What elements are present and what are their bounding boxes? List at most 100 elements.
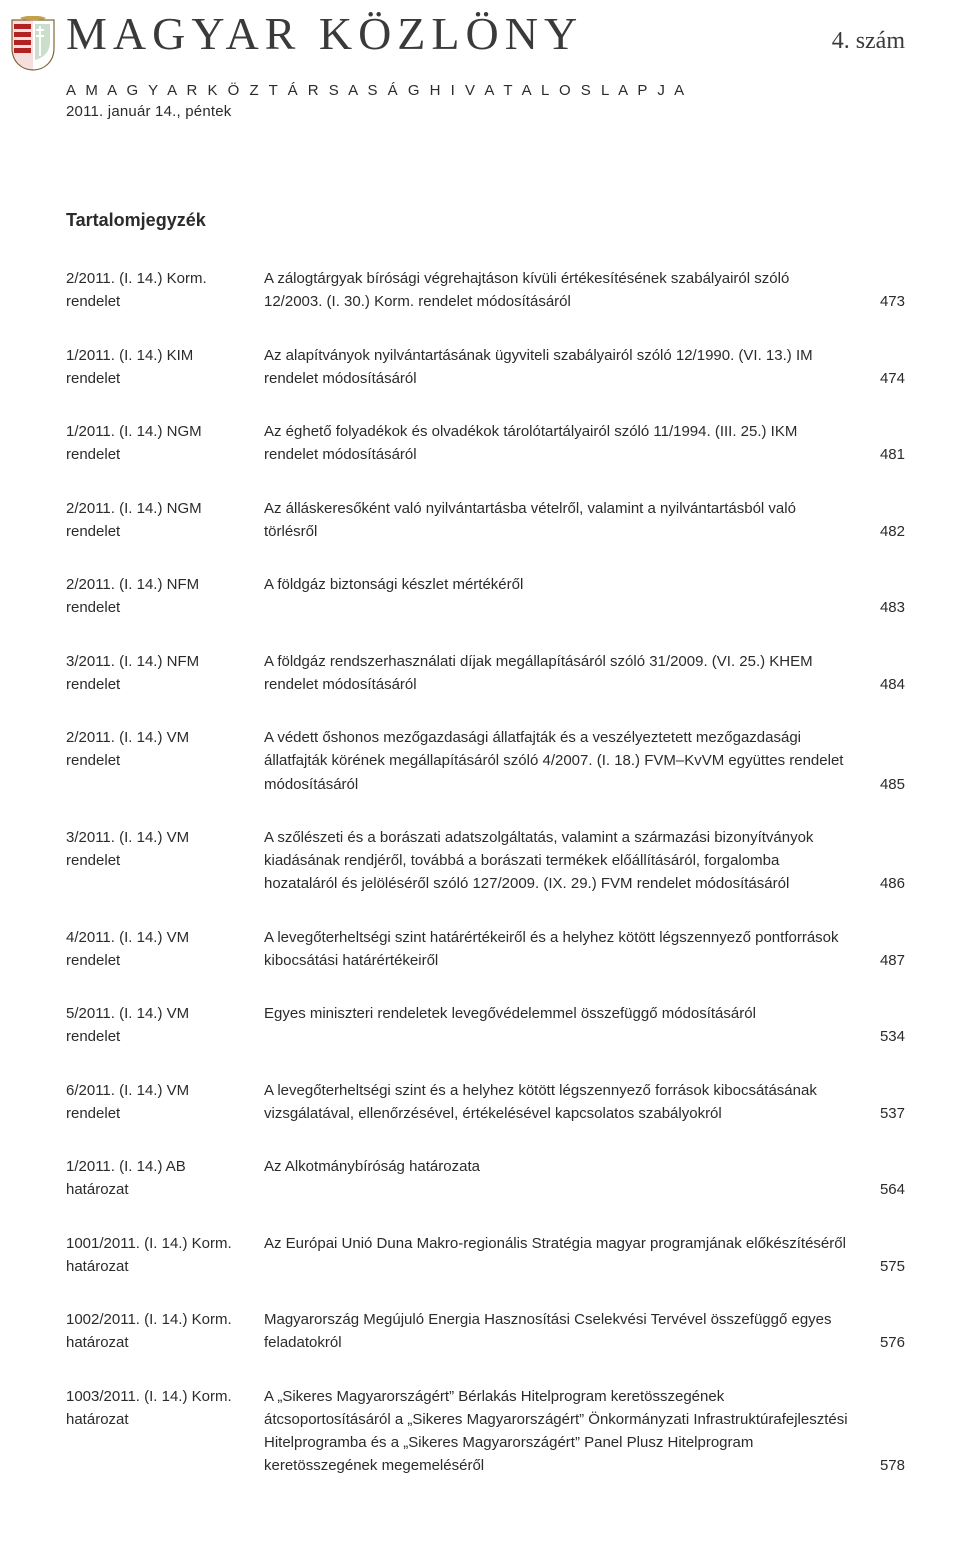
entry-title: Az alapítványok nyilvántartásának ügyvit… bbox=[264, 344, 861, 391]
toc-entry: 1003/2011. (I. 14.) Korm.határozatA „Sik… bbox=[66, 1385, 905, 1478]
entry-page: 484 bbox=[861, 673, 905, 696]
toc-entry: 2/2011. (I. 14.) Korm.rendeletA zálogtár… bbox=[66, 267, 905, 314]
entry-title: A földgáz rendszerhasználati díjak megál… bbox=[264, 650, 861, 697]
toc-entry: 3/2011. (I. 14.) VMrendeletA szőlészeti … bbox=[66, 826, 905, 896]
entry-page: 483 bbox=[861, 596, 905, 619]
toc-entry: 6/2011. (I. 14.) VMrendeletA levegőterhe… bbox=[66, 1079, 905, 1126]
toc-entry: 1002/2011. (I. 14.) Korm.határozatMagyar… bbox=[66, 1308, 905, 1355]
entry-title: Az álláskeresőként való nyilvántartásba … bbox=[264, 497, 861, 544]
entry-page: 481 bbox=[861, 443, 905, 466]
entry-id-line-2: rendelet bbox=[66, 949, 256, 972]
toc-entry: 2/2011. (I. 14.) VMrendeletA védett ősho… bbox=[66, 726, 905, 796]
entry-title: A levegőterheltségi szint határértékeirő… bbox=[264, 926, 861, 973]
toc-entry: 2/2011. (I. 14.) NFMrendeletA földgáz bi… bbox=[66, 573, 905, 620]
entry-id: 1002/2011. (I. 14.) Korm.határozat bbox=[66, 1308, 264, 1355]
header-row: MAGYAR KÖZLÖNY 4. szám bbox=[10, 10, 905, 72]
entry-title: A zálogtárgyak bírósági végrehajtáson kí… bbox=[264, 267, 861, 314]
entry-id-line-2: rendelet bbox=[66, 596, 256, 619]
entry-id-line-2: határozat bbox=[66, 1178, 256, 1201]
entry-id: 3/2011. (I. 14.) VMrendelet bbox=[66, 826, 264, 873]
entry-id-line-1: 1/2011. (I. 14.) AB bbox=[66, 1155, 256, 1178]
entry-page: 564 bbox=[861, 1178, 905, 1201]
toc-entry: 1001/2011. (I. 14.) Korm.határozatAz Eur… bbox=[66, 1232, 905, 1279]
entry-id-line-1: 3/2011. (I. 14.) NFM bbox=[66, 650, 256, 673]
entry-id-line-1: 1002/2011. (I. 14.) Korm. bbox=[66, 1308, 256, 1331]
entry-id-line-1: 1003/2011. (I. 14.) Korm. bbox=[66, 1385, 256, 1408]
entry-page: 485 bbox=[861, 773, 905, 796]
entry-id-line-2: határozat bbox=[66, 1255, 256, 1278]
entry-id-line-2: rendelet bbox=[66, 1102, 256, 1125]
entry-page: 575 bbox=[861, 1255, 905, 1278]
entry-id: 2/2011. (I. 14.) VMrendelet bbox=[66, 726, 264, 773]
entry-id: 5/2011. (I. 14.) VMrendelet bbox=[66, 1002, 264, 1049]
entry-id-line-2: rendelet bbox=[66, 673, 256, 696]
entry-page: 482 bbox=[861, 520, 905, 543]
entry-id-line-1: 2/2011. (I. 14.) NFM bbox=[66, 573, 256, 596]
entry-id-line-2: rendelet bbox=[66, 749, 256, 772]
entry-id: 3/2011. (I. 14.) NFMrendelet bbox=[66, 650, 264, 697]
entry-page: 473 bbox=[861, 290, 905, 313]
entry-id: 1001/2011. (I. 14.) Korm.határozat bbox=[66, 1232, 264, 1279]
entry-id-line-1: 4/2011. (I. 14.) VM bbox=[66, 926, 256, 949]
entry-id: 2/2011. (I. 14.) NFMrendelet bbox=[66, 573, 264, 620]
entry-title: Az éghető folyadékok és olvadékok tároló… bbox=[264, 420, 861, 467]
entry-id: 2/2011. (I. 14.) NGMrendelet bbox=[66, 497, 264, 544]
entry-page: 578 bbox=[861, 1454, 905, 1477]
toc-entry: 3/2011. (I. 14.) NFMrendeletA földgáz re… bbox=[66, 650, 905, 697]
entry-id: 1003/2011. (I. 14.) Korm.határozat bbox=[66, 1385, 264, 1432]
entry-page: 474 bbox=[861, 367, 905, 390]
entry-id-line-2: határozat bbox=[66, 1331, 256, 1354]
subheader-line-1: A M A G Y A R K Ö Z T Á R S A S Á G H I … bbox=[66, 82, 905, 99]
entry-id-line-2: határozat bbox=[66, 1408, 256, 1431]
entry-id-line-1: 2/2011. (I. 14.) NGM bbox=[66, 497, 256, 520]
toc-entry: 1/2011. (I. 14.) NGMrendeletAz éghető fo… bbox=[66, 420, 905, 467]
subheader: A M A G Y A R K Ö Z T Á R S A S Á G H I … bbox=[66, 82, 905, 120]
entry-id-line-1: 2/2011. (I. 14.) Korm. bbox=[66, 267, 256, 290]
entry-id-line-2: rendelet bbox=[66, 849, 256, 872]
entry-id: 4/2011. (I. 14.) VMrendelet bbox=[66, 926, 264, 973]
entry-title: A levegőterheltségi szint és a helyhez k… bbox=[264, 1079, 861, 1126]
entry-id-line-2: rendelet bbox=[66, 520, 256, 543]
entry-title: Az Alkotmánybíróság határozata bbox=[264, 1155, 861, 1178]
entry-page: 537 bbox=[861, 1102, 905, 1125]
toc-entry: 1/2011. (I. 14.) ABhatározatAz Alkotmány… bbox=[66, 1155, 905, 1202]
toc-entry: 2/2011. (I. 14.) NGMrendeletAz álláskere… bbox=[66, 497, 905, 544]
entry-id-line-1: 6/2011. (I. 14.) VM bbox=[66, 1079, 256, 1102]
entry-id: 1/2011. (I. 14.) ABhatározat bbox=[66, 1155, 264, 1202]
entry-title: A védett őshonos mezőgazdasági állatfajt… bbox=[264, 726, 861, 796]
toc-list: 2/2011. (I. 14.) Korm.rendeletA zálogtár… bbox=[66, 267, 905, 1478]
entry-id: 1/2011. (I. 14.) KIMrendelet bbox=[66, 344, 264, 391]
masthead-title: MAGYAR KÖZLÖNY bbox=[66, 10, 583, 58]
toc-entry: 5/2011. (I. 14.) VMrendeletEgyes miniszt… bbox=[66, 1002, 905, 1049]
entry-title: Egyes miniszteri rendeletek levegővédele… bbox=[264, 1002, 861, 1025]
entry-title: Magyarország Megújuló Energia Hasznosítá… bbox=[264, 1308, 861, 1355]
entry-id: 2/2011. (I. 14.) Korm.rendelet bbox=[66, 267, 264, 314]
issue-number: 4. szám bbox=[832, 10, 905, 55]
entry-id-line-2: rendelet bbox=[66, 290, 256, 313]
entry-id-line-1: 3/2011. (I. 14.) VM bbox=[66, 826, 256, 849]
entry-id: 6/2011. (I. 14.) VMrendelet bbox=[66, 1079, 264, 1126]
header-text: MAGYAR KÖZLÖNY 4. szám bbox=[66, 10, 905, 58]
entry-page: 487 bbox=[861, 949, 905, 972]
national-crest-icon bbox=[10, 10, 56, 72]
entry-id-line-2: rendelet bbox=[66, 443, 256, 466]
gazette-page: MAGYAR KÖZLÖNY 4. szám A M A G Y A R K Ö… bbox=[0, 0, 960, 1558]
subheader-line-2: 2011. január 14., péntek bbox=[66, 103, 905, 120]
entry-page: 534 bbox=[861, 1025, 905, 1048]
entry-id: 1/2011. (I. 14.) NGMrendelet bbox=[66, 420, 264, 467]
entry-page: 576 bbox=[861, 1331, 905, 1354]
entry-id-line-2: rendelet bbox=[66, 1025, 256, 1048]
entry-id-line-2: rendelet bbox=[66, 367, 256, 390]
entry-title: A földgáz biztonsági készlet mértékéről bbox=[264, 573, 861, 596]
entry-id-line-1: 5/2011. (I. 14.) VM bbox=[66, 1002, 256, 1025]
entry-title: A „Sikeres Magyarországért” Bérlakás Hit… bbox=[264, 1385, 861, 1478]
entry-id-line-1: 2/2011. (I. 14.) VM bbox=[66, 726, 256, 749]
entry-id-line-1: 1/2011. (I. 14.) NGM bbox=[66, 420, 256, 443]
entry-id-line-1: 1/2011. (I. 14.) KIM bbox=[66, 344, 256, 367]
entry-title: A szőlészeti és a borászati adatszolgált… bbox=[264, 826, 861, 896]
toc-entry: 1/2011. (I. 14.) KIMrendeletAz alapítván… bbox=[66, 344, 905, 391]
toc-entry: 4/2011. (I. 14.) VMrendeletA levegőterhe… bbox=[66, 926, 905, 973]
toc-heading: Tartalomjegyzék bbox=[66, 210, 905, 231]
entry-title: Az Európai Unió Duna Makro-regionális St… bbox=[264, 1232, 861, 1255]
entry-page: 486 bbox=[861, 872, 905, 895]
